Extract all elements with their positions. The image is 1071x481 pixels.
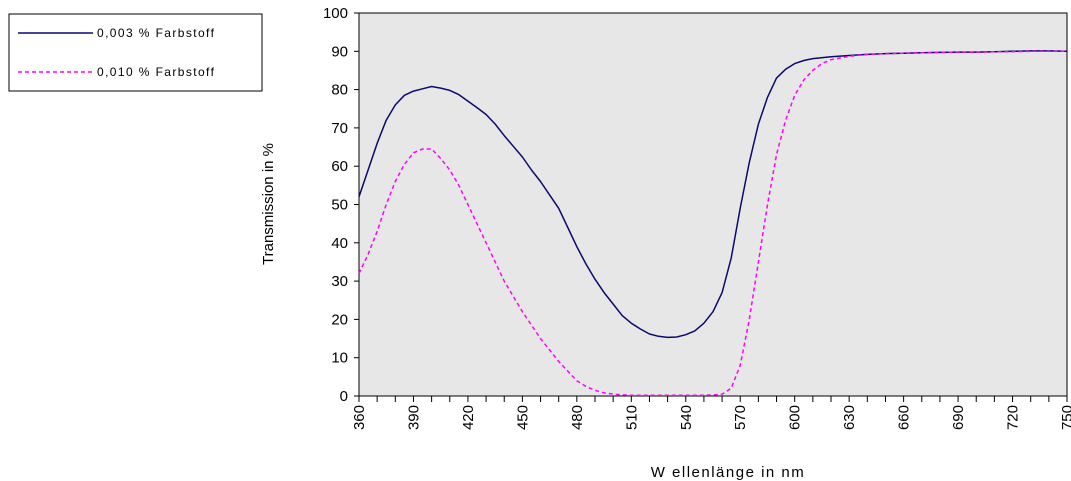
x-tick-label: 570 — [732, 405, 749, 430]
y-tick-label: 50 — [331, 197, 348, 214]
x-tick-label: 600 — [787, 405, 804, 430]
legend: 0,003 % Farbstoff 0,010 % Farbstoff — [8, 13, 263, 92]
legend-label-series-2: 0,010 % Farbstoff — [97, 65, 215, 79]
y-axis-title: Transmission in % — [260, 143, 277, 265]
x-tick-label: 720 — [1005, 405, 1022, 430]
y-tick-label: 90 — [331, 43, 348, 60]
x-tick-label: 690 — [950, 405, 967, 430]
x-tick-label: 750 — [1059, 405, 1071, 430]
x-tick-label: 390 — [405, 405, 422, 430]
x-tick-label: 540 — [678, 405, 695, 430]
x-tick-label: 450 — [514, 405, 531, 430]
x-tick-label: 630 — [841, 405, 858, 430]
series-line-2 — [358, 50, 1067, 396]
y-tick-label: 80 — [331, 82, 348, 99]
y-tick-label: 0 — [340, 388, 348, 405]
plot-area — [358, 12, 1068, 397]
x-tick-label: 360 — [351, 405, 368, 430]
y-tick-label: 70 — [331, 120, 348, 137]
x-axis: 360 390 420 450 480 510 540 570 600 630 660 690 720 7… — [351, 396, 1071, 430]
series-layer — [358, 50, 1068, 396]
y-tick-label: 60 — [331, 158, 348, 175]
legend-frame — [8, 13, 263, 92]
x-tick-label: 510 — [623, 405, 640, 430]
y-tick-label: 20 — [331, 311, 348, 328]
y-tick-label: 40 — [331, 235, 348, 252]
y-tick-label: 100 — [323, 5, 348, 22]
x-axis-title: W ellenlänge in nm — [651, 464, 806, 481]
x-tick-label: 480 — [569, 405, 586, 430]
legend-label-series-1: 0,003 % Farbstoff — [97, 26, 215, 40]
y-tick-label: 10 — [331, 350, 348, 367]
x-tick-label: 420 — [460, 405, 477, 430]
y-tick-label: 30 — [331, 273, 348, 290]
x-tick-label: 660 — [896, 405, 913, 430]
y-axis: 0 10 20 30 40 50 60 70 80 90 100 — [323, 5, 359, 405]
